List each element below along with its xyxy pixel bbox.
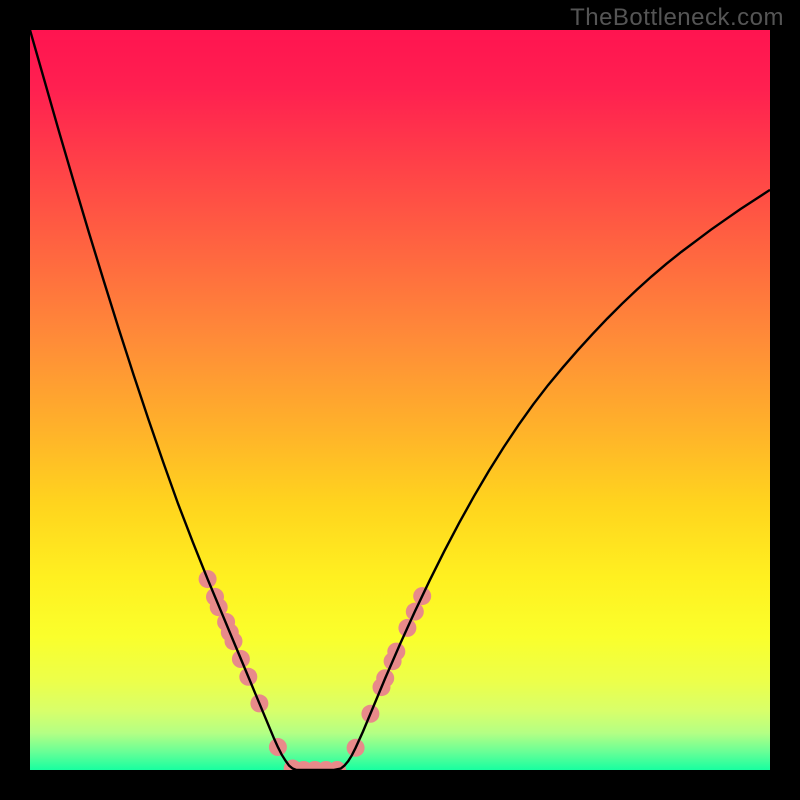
scatter-markers xyxy=(199,570,432,770)
chart-frame: TheBottleneck.com xyxy=(0,0,800,800)
watermark-text: TheBottleneck.com xyxy=(570,4,784,32)
chart-svg xyxy=(30,30,770,770)
plot-area xyxy=(30,30,770,770)
